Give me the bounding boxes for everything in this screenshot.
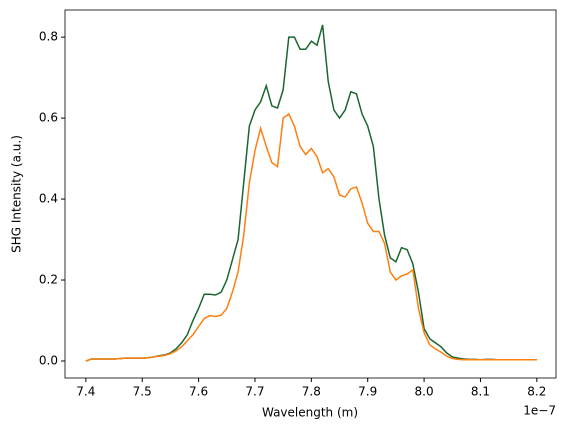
y-tick-label: 0.4 [39,192,58,206]
x-tick-label: 7.9 [358,385,377,399]
x-tick-label: 8.1 [471,385,490,399]
y-axis-label: SHG Intensity (a.u.) [10,135,24,253]
series-line [85,24,537,362]
x-tick-label: 7.7 [245,385,264,399]
x-tick-label: 7.4 [76,385,95,399]
x-tick-label: 8.2 [527,385,546,399]
x-tick-label: 7.5 [133,385,152,399]
y-tick-label: 0.0 [39,353,58,367]
x-offset-label: 1e−7 [523,404,556,418]
x-axis-label: Wavelength (m) [262,406,358,420]
y-tick-label: 0.8 [39,30,58,44]
series-line [85,112,537,362]
x-tick-label: 7.6 [189,385,208,399]
x-tick-label: 8.0 [415,385,434,399]
x-tick-label: 7.8 [302,385,321,399]
y-tick-label: 0.2 [39,273,58,287]
plot-frame [64,9,557,379]
y-tick-label: 0.6 [39,111,58,125]
